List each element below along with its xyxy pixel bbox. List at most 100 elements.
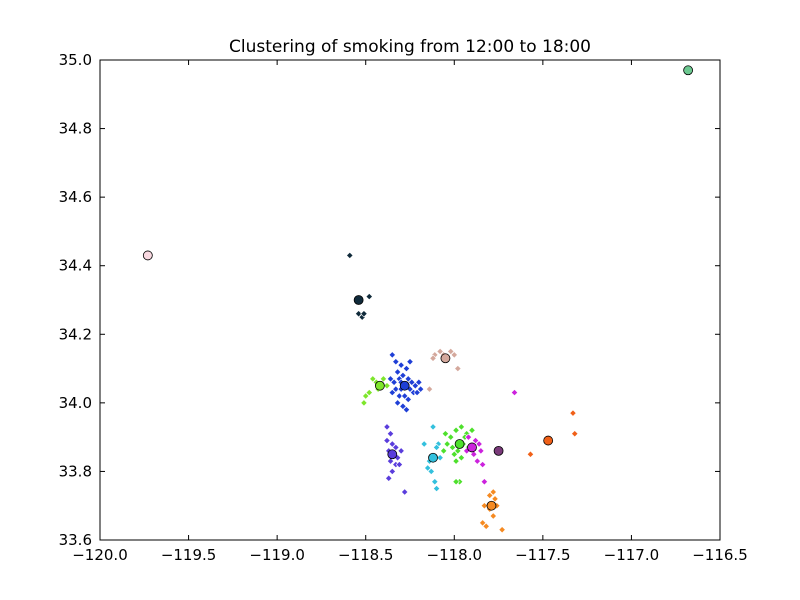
- y-tick-label: 34.4: [59, 257, 92, 275]
- data-point: [526, 450, 535, 458]
- data-point: [413, 388, 421, 397]
- data-point: [479, 519, 487, 527]
- cluster-centroid: [486, 500, 497, 511]
- data-point: [480, 502, 489, 510]
- data-point: [379, 375, 388, 383]
- data-point: [443, 440, 451, 448]
- data-point: [450, 351, 458, 359]
- plot-frame: [99, 59, 721, 541]
- data-point: [392, 385, 400, 393]
- data-point: [457, 423, 465, 431]
- data-point: [480, 478, 489, 486]
- data-point: [454, 364, 462, 373]
- data-point: [397, 447, 405, 455]
- data-point: [454, 447, 462, 455]
- data-point: [448, 443, 457, 452]
- cluster-6: [420, 423, 444, 493]
- data-point: [424, 464, 432, 472]
- data-point: [360, 310, 368, 318]
- cluster-centroid: [374, 380, 385, 391]
- x-tick-label: −117.0: [604, 546, 660, 564]
- x-tick-label: −119.0: [249, 546, 305, 564]
- data-point: [383, 382, 391, 390]
- data-point: [420, 440, 428, 448]
- data-point: [468, 426, 476, 434]
- cluster-centroid: [454, 439, 465, 449]
- data-point: [425, 385, 434, 393]
- y-tick-label: 34.0: [59, 394, 92, 412]
- y-tick-label: 34.8: [59, 120, 92, 138]
- data-point: [450, 450, 458, 458]
- data-point: [440, 447, 448, 455]
- data-point: [489, 488, 497, 496]
- plot-area: [142, 65, 694, 534]
- data-point: [401, 488, 409, 496]
- data-point: [383, 436, 391, 445]
- data-point: [475, 440, 483, 448]
- data-point: [386, 457, 395, 465]
- cluster-centroid: [467, 442, 477, 453]
- data-point: [569, 409, 577, 417]
- data-point: [479, 460, 487, 469]
- data-point: [395, 392, 403, 400]
- cluster-centroid: [493, 445, 504, 456]
- cluster-centroid: [543, 435, 554, 446]
- data-point: [436, 454, 444, 462]
- cluster-centroid: [387, 449, 398, 460]
- data-point: [464, 433, 473, 441]
- data-point: [457, 454, 465, 462]
- data-point: [401, 392, 409, 400]
- cluster-7: [479, 488, 506, 534]
- cluster-8: [526, 409, 579, 458]
- x-tick-label: −120.0: [72, 546, 128, 564]
- data-point: [417, 385, 425, 393]
- data-point: [432, 484, 441, 493]
- cluster-centroid: [399, 380, 410, 391]
- data-point: [386, 375, 395, 383]
- data-point: [385, 474, 393, 482]
- cluster-1: [383, 423, 409, 496]
- data-point: [432, 443, 441, 452]
- data-point: [388, 440, 396, 448]
- data-point: [482, 522, 490, 530]
- data-point: [390, 378, 398, 386]
- data-point: [360, 399, 368, 407]
- cluster-centroid: [353, 295, 364, 305]
- data-point: [402, 364, 411, 373]
- data-point: [470, 450, 478, 458]
- data-point: [388, 351, 396, 359]
- data-point: [471, 436, 480, 445]
- data-point: [571, 430, 579, 438]
- data-point: [362, 392, 370, 400]
- data-point: [365, 292, 373, 301]
- data-point: [427, 467, 435, 476]
- y-tick-label: 35.0: [59, 51, 92, 69]
- data-point: [392, 443, 400, 452]
- data-point: [489, 512, 497, 520]
- data-point: [436, 347, 444, 356]
- data-point: [429, 354, 437, 362]
- data-point: [395, 460, 403, 469]
- data-point: [397, 361, 405, 369]
- x-tick-label: −116.5: [692, 546, 748, 564]
- data-point: [411, 382, 419, 390]
- cluster-centroid: [142, 250, 153, 261]
- x-tick-label: −118.5: [338, 546, 394, 564]
- data-point: [452, 478, 460, 486]
- data-point: [477, 447, 485, 455]
- data-point: [404, 375, 412, 383]
- data-point: [392, 358, 400, 366]
- x-axis-ticks: −120.0 −119.5 −119.0 −118.5 −118.0 −117.5 −117…: [72, 60, 748, 564]
- y-tick-label: 34.2: [59, 325, 92, 343]
- data-point: [406, 358, 414, 366]
- cluster-centroid: [440, 353, 451, 364]
- data-point: [388, 388, 396, 397]
- cluster-centroid: [683, 65, 694, 76]
- cluster-10: [346, 251, 373, 321]
- data-point: [447, 433, 455, 441]
- y-axis-ticks: 33.6 33.8 34.0 34.2 34.4 34.6 34.8 35.0: [59, 51, 720, 549]
- data-point: [429, 423, 437, 431]
- data-point: [346, 251, 354, 260]
- data-point: [447, 347, 455, 356]
